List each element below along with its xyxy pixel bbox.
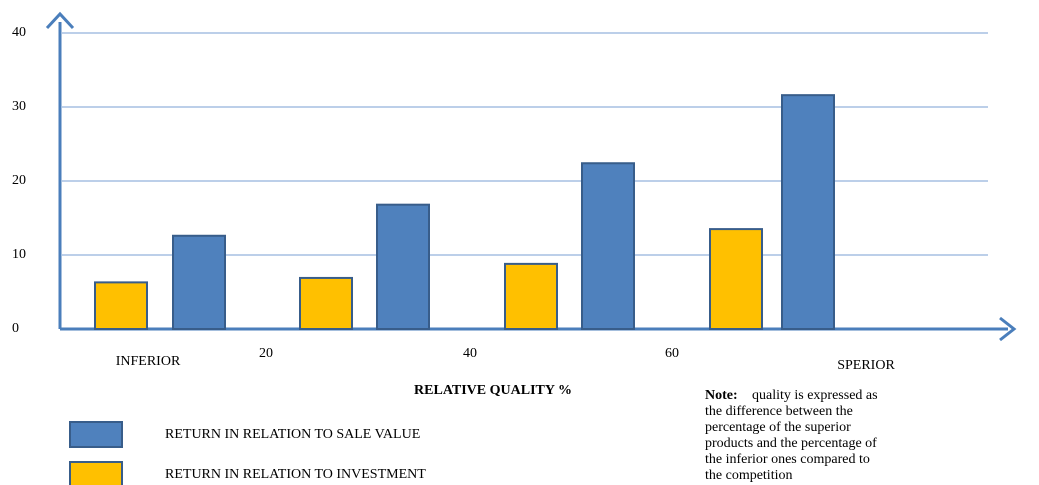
bar (781, 94, 835, 330)
y-tick-label: 30 (12, 99, 26, 114)
x-axis-arrow (999, 316, 1017, 342)
note-line: the difference between the (705, 404, 853, 419)
note-line: percentage of the superior (705, 420, 851, 435)
bar (709, 228, 763, 331)
x-tick-label: 20 (259, 346, 273, 361)
legend-label: RETURN IN RELATION TO SALE VALUE (165, 427, 420, 442)
y-tick-label: 20 (12, 173, 26, 188)
legend-swatch (69, 421, 123, 448)
note-line: quality is expressed as (752, 388, 878, 403)
bar (94, 281, 148, 331)
y-tick-label: 0 (12, 321, 19, 336)
bar (299, 276, 353, 331)
x-tick-label: 40 (463, 346, 477, 361)
y-axis-arrow (45, 11, 75, 30)
note-line: the inferior ones compared to (705, 452, 870, 467)
x-tick-label: SPERIOR (837, 358, 895, 373)
x-tick-label: 60 (665, 346, 679, 361)
x-tick-label: INFERIOR (116, 354, 181, 369)
note-label: Note: (705, 388, 738, 403)
x-axis-title: RELATIVE QUALITY % (414, 383, 572, 398)
y-tick-label: 40 (12, 25, 26, 40)
y-tick-label: 10 (12, 247, 26, 262)
bar (504, 262, 558, 331)
note-line: the competition (705, 468, 792, 483)
bar (376, 203, 430, 330)
bar (172, 234, 226, 330)
legend-label: RETURN IN RELATION TO INVESTMENT (165, 467, 426, 482)
legend-swatch (69, 461, 123, 485)
note-line: products and the percentage of (705, 436, 877, 451)
bar (581, 162, 635, 330)
